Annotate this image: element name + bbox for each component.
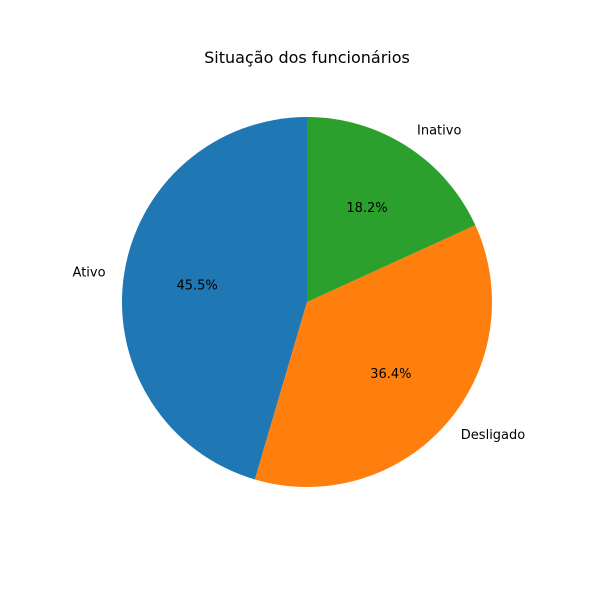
pie-slices bbox=[121, 117, 492, 488]
percent-label-inativo: 18.2% bbox=[346, 201, 387, 216]
percent-label-ativo: 45.5% bbox=[176, 279, 217, 294]
slice-label-inativo: Inativo bbox=[417, 123, 461, 138]
percent-label-desligado: 36.4% bbox=[370, 367, 411, 382]
pie-labels: Ativo 45.5% Desligado 36.4% Inativo 18.2% bbox=[73, 123, 526, 442]
pie-slice-desligado bbox=[254, 225, 492, 488]
pie-slice-inativo bbox=[307, 117, 476, 302]
slice-label-ativo: Ativo bbox=[73, 266, 106, 281]
slice-label-desligado: Desligado bbox=[461, 428, 525, 443]
pie-slice-ativo bbox=[121, 117, 307, 480]
chart-title: Situação dos funcionários bbox=[204, 48, 410, 67]
